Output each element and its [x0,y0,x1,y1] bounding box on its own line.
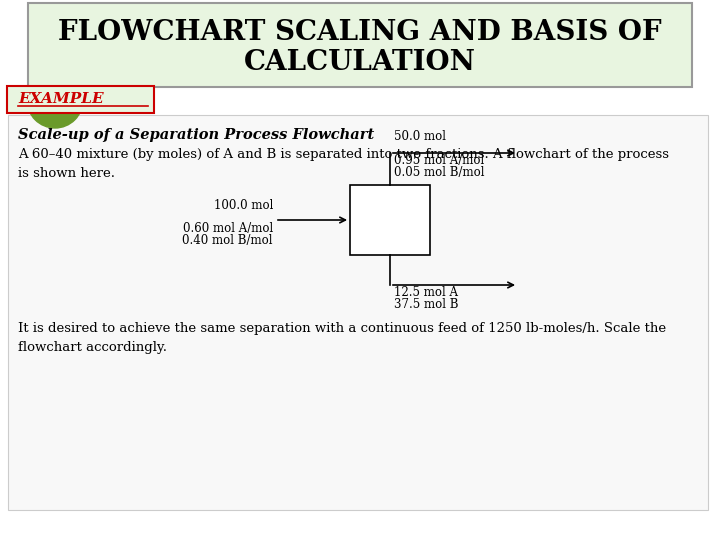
Text: It is desired to achieve the same separation with a continuous feed of 1250 lb-m: It is desired to achieve the same separa… [18,322,666,354]
FancyBboxPatch shape [28,3,692,87]
Text: 12.5 mol A: 12.5 mol A [394,286,458,299]
Text: 37.5 mol B: 37.5 mol B [394,298,459,311]
Text: A 60–40 mixture (by moles) of A and B is separated into two fractions. A flowcha: A 60–40 mixture (by moles) of A and B is… [18,148,669,180]
Text: 0.95 mol A/mol: 0.95 mol A/mol [394,154,485,167]
Text: Scale-up of a Separation Process Flowchart: Scale-up of a Separation Process Flowcha… [18,128,374,142]
Text: CALCULATION: CALCULATION [244,49,476,76]
Text: FLOWCHART SCALING AND BASIS OF: FLOWCHART SCALING AND BASIS OF [58,18,662,45]
Text: 0.40 mol B/mol: 0.40 mol B/mol [182,234,273,247]
Text: 0.05 mol B/mol: 0.05 mol B/mol [394,166,485,179]
Bar [350,185,430,255]
Circle shape [27,72,83,128]
Text: EXAMPLE: EXAMPLE [18,92,104,106]
FancyBboxPatch shape [8,115,708,510]
FancyBboxPatch shape [7,86,154,113]
Text: 100.0 mol: 100.0 mol [214,199,273,212]
Text: 50.0 mol: 50.0 mol [394,130,446,143]
Text: 0.60 mol A/mol: 0.60 mol A/mol [183,222,273,235]
